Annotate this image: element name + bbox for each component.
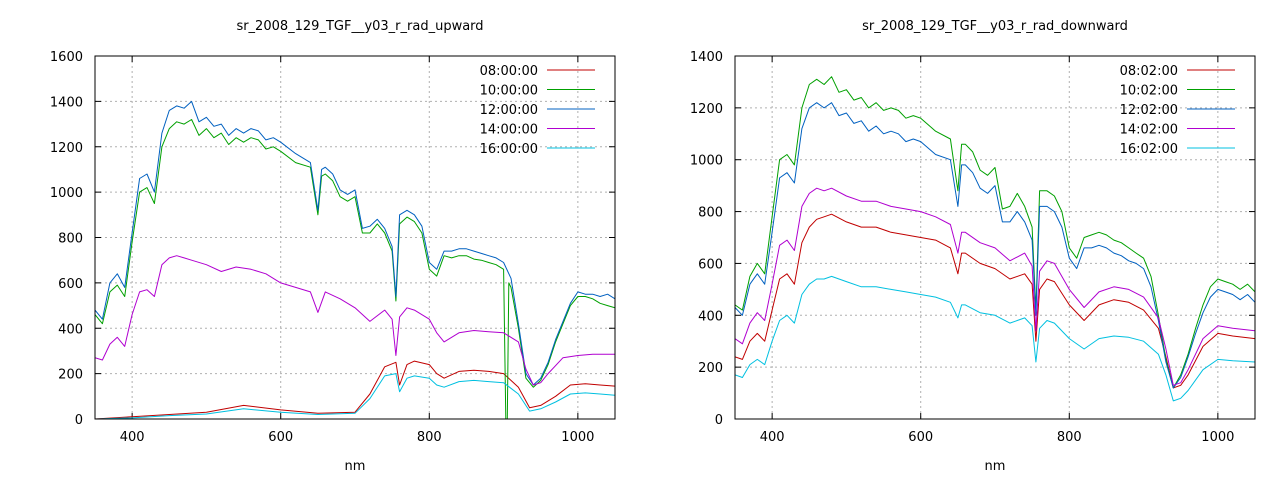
x-axis-label: nm: [985, 459, 1006, 474]
y-tick-label: 800: [58, 232, 83, 247]
series-line-14-00-00: [95, 255, 615, 386]
legend-label: 08:02:00: [1120, 64, 1178, 79]
series-line-16-02-00: [735, 275, 1255, 402]
series-line-08-02-00: [735, 213, 1255, 389]
y-tick-label: 1400: [690, 50, 723, 65]
y-tick-label: 800: [698, 206, 723, 221]
y-tick-label: 1000: [690, 154, 723, 169]
chart-downward: sr_2008_129_TGF__y03_r_rad_downward 0 200 4…: [690, 19, 1256, 474]
series-line-10-00-00: [95, 119, 615, 419]
x-tick-label: 1000: [1201, 430, 1234, 445]
y-tick-label: 400: [58, 322, 83, 337]
y-tick-label: 1200: [690, 102, 723, 117]
chart-title: sr_2008_129_TGF__y03_r_rad_downward: [862, 19, 1128, 34]
x-tick-label: 600: [268, 430, 293, 445]
legend-label: 14:02:00: [1120, 123, 1178, 138]
plot-frame: [94, 55, 616, 420]
x-tick-label: 800: [1057, 430, 1082, 445]
legend-label: 12:02:00: [1120, 103, 1178, 118]
y-tick-label: 600: [698, 257, 723, 272]
y-tick-label: 0: [715, 413, 723, 428]
x-tick-label: 400: [120, 430, 145, 445]
y-tick-label: 1400: [50, 95, 83, 110]
series-line-08-00-00: [95, 360, 615, 419]
chart-title: sr_2008_129_TGF__y03_r_rad_upward: [236, 19, 483, 34]
legend-label: 14:00:00: [480, 123, 538, 138]
legend-label: 10:00:00: [480, 84, 538, 99]
series-line-12-02-00: [735, 102, 1255, 389]
legend-label: 16:00:00: [480, 142, 538, 157]
legend-label: 12:00:00: [480, 103, 538, 118]
y-tick-label: 400: [698, 309, 723, 324]
chart-upward: sr_2008_129_TGF__y03_r_rad_upward 0 200 400…: [50, 19, 616, 474]
x-axis-label: nm: [345, 459, 366, 474]
x-tick-label: 600: [908, 430, 933, 445]
series-line-16-00-00: [95, 373, 615, 419]
plot-frame: [734, 55, 1256, 420]
x-tick-label: 800: [417, 430, 442, 445]
series-line-12-00-00: [95, 100, 615, 386]
y-tick-label: 1000: [50, 186, 83, 201]
series-group: [95, 100, 615, 419]
legend-label: 16:02:00: [1120, 142, 1178, 157]
x-tick-label: 1000: [561, 430, 594, 445]
series-line-14-02-00: [735, 187, 1255, 386]
legend-label: 08:00:00: [480, 64, 538, 79]
x-tick-label: 400: [760, 430, 785, 445]
y-tick-label: 200: [698, 361, 723, 376]
legend-label: 10:02:00: [1120, 84, 1178, 99]
y-tick-label: 0: [75, 413, 83, 428]
series-group: [735, 76, 1255, 402]
y-tick-label: 200: [58, 368, 83, 383]
y-tick-label: 1600: [50, 50, 83, 65]
y-tick-label: 600: [58, 277, 83, 292]
y-tick-label: 1200: [50, 141, 83, 156]
